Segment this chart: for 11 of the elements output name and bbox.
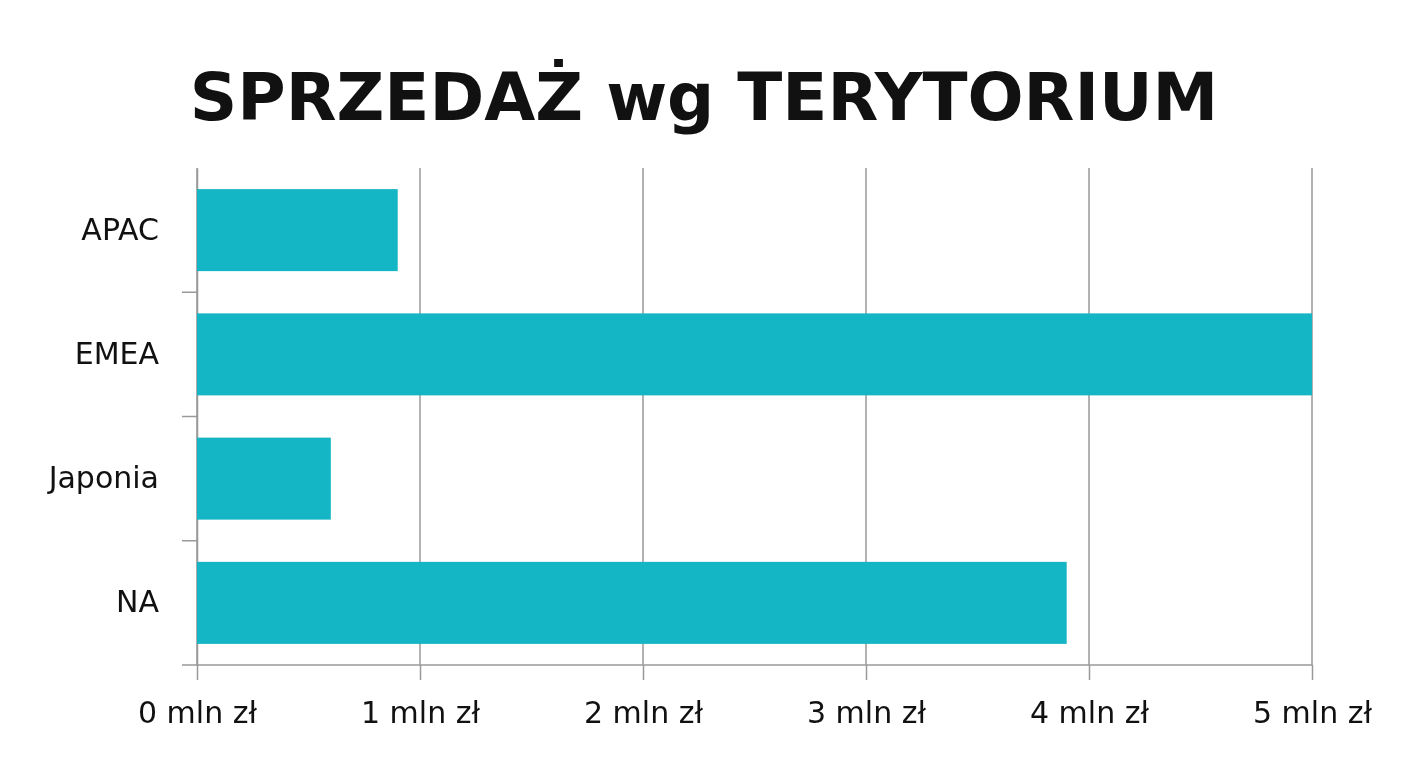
x-tick-label: 0 mln zł bbox=[137, 695, 258, 731]
y-tick-label: NA bbox=[116, 584, 160, 620]
y-tick-label: APAC bbox=[81, 211, 159, 247]
x-tick-label: 1 mln zł bbox=[360, 695, 481, 731]
y-tick-label: EMEA bbox=[74, 335, 160, 371]
x-tick-label: 3 mln zł bbox=[806, 695, 927, 731]
y-tick-label: Japonia bbox=[46, 460, 159, 496]
x-tick-label: 5 mln zł bbox=[1252, 695, 1373, 731]
chart-title: SPRZEDAŻ wg TERYTORIUM bbox=[189, 59, 1219, 136]
x-tick-label: 4 mln zł bbox=[1029, 695, 1150, 731]
x-tick-label: 2 mln zł bbox=[583, 695, 704, 731]
